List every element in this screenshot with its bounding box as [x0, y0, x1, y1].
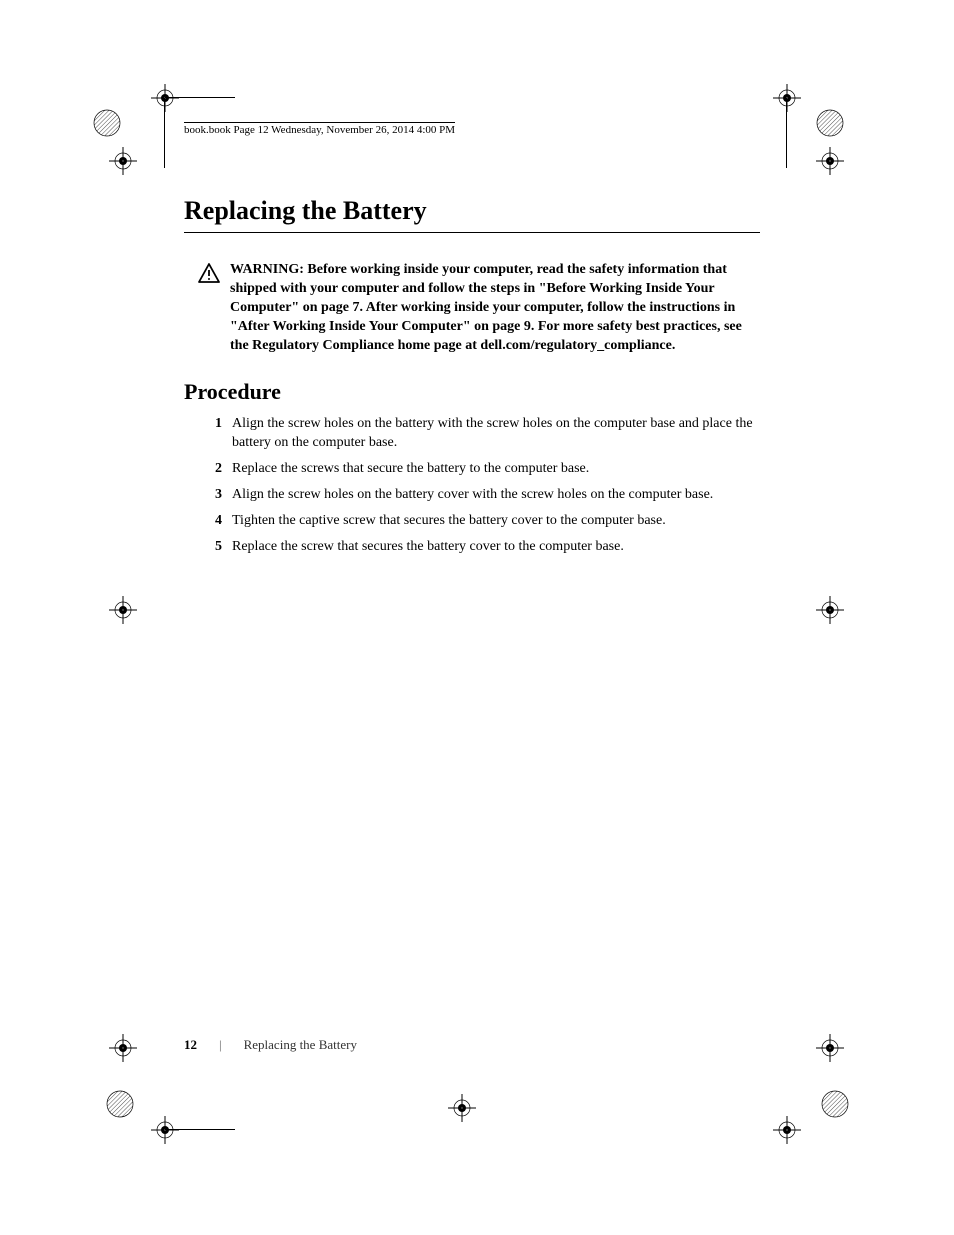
page-content: book.book Page 12 Wednesday, November 26… [184, 120, 760, 564]
step-text: Align the screw holes on the battery cov… [232, 486, 760, 505]
step-number: 1 [198, 415, 222, 434]
registration-mark-icon [816, 1034, 844, 1062]
registration-mark-icon [773, 84, 801, 112]
warning-icon [198, 263, 220, 288]
registration-mark-icon [773, 1116, 801, 1144]
step-number: 3 [198, 486, 222, 505]
procedure-step: 3 Align the screw holes on the battery co… [198, 486, 760, 505]
registration-mark-icon [109, 596, 137, 624]
registration-mark-icon [109, 1034, 137, 1062]
warning-text: WARNING: Before working inside your comp… [230, 261, 760, 355]
step-text: Align the screw holes on the battery wit… [232, 415, 760, 453]
procedure-step: 5 Replace the screw that secures the batt… [198, 538, 760, 557]
registration-mark-icon [816, 147, 844, 175]
registration-hatch-icon [816, 109, 844, 137]
warning-body: Before working inside your computer, rea… [230, 262, 742, 353]
page-number: 12 [184, 1037, 197, 1053]
step-number: 2 [198, 460, 222, 479]
procedure-step: 4 Tighten the captive screw that secures … [198, 512, 760, 531]
procedure-list: 1 Align the screw holes on the battery wi… [184, 415, 760, 556]
procedure-step: 2 Replace the screws that secure the batt… [198, 460, 760, 479]
registration-mark-icon [448, 1094, 476, 1122]
registration-mark-icon [151, 1116, 179, 1144]
registration-hatch-icon [106, 1090, 134, 1118]
registration-mark-icon [109, 147, 137, 175]
registration-mark-icon [816, 596, 844, 624]
warning-label: WARNING: [230, 262, 307, 277]
registration-mark-icon [151, 84, 179, 112]
warning-block: WARNING: Before working inside your comp… [184, 261, 760, 355]
registration-hatch-icon [93, 109, 121, 137]
main-title: Replacing the Battery [184, 196, 760, 233]
registration-hatch-icon [821, 1090, 849, 1118]
running-header: book.book Page 12 Wednesday, November 26… [184, 122, 455, 136]
page-footer: 12 | Replacing the Battery [184, 1037, 357, 1053]
step-number: 5 [198, 538, 222, 557]
footer-divider: | [219, 1037, 222, 1053]
step-number: 4 [198, 512, 222, 531]
step-text: Replace the screws that secure the batte… [232, 460, 760, 479]
step-text: Tighten the captive screw that secures t… [232, 512, 760, 531]
step-text: Replace the screw that secures the batte… [232, 538, 760, 557]
procedure-step: 1 Align the screw holes on the battery wi… [198, 415, 760, 453]
footer-title: Replacing the Battery [244, 1037, 357, 1053]
procedure-heading: Procedure [184, 379, 760, 405]
